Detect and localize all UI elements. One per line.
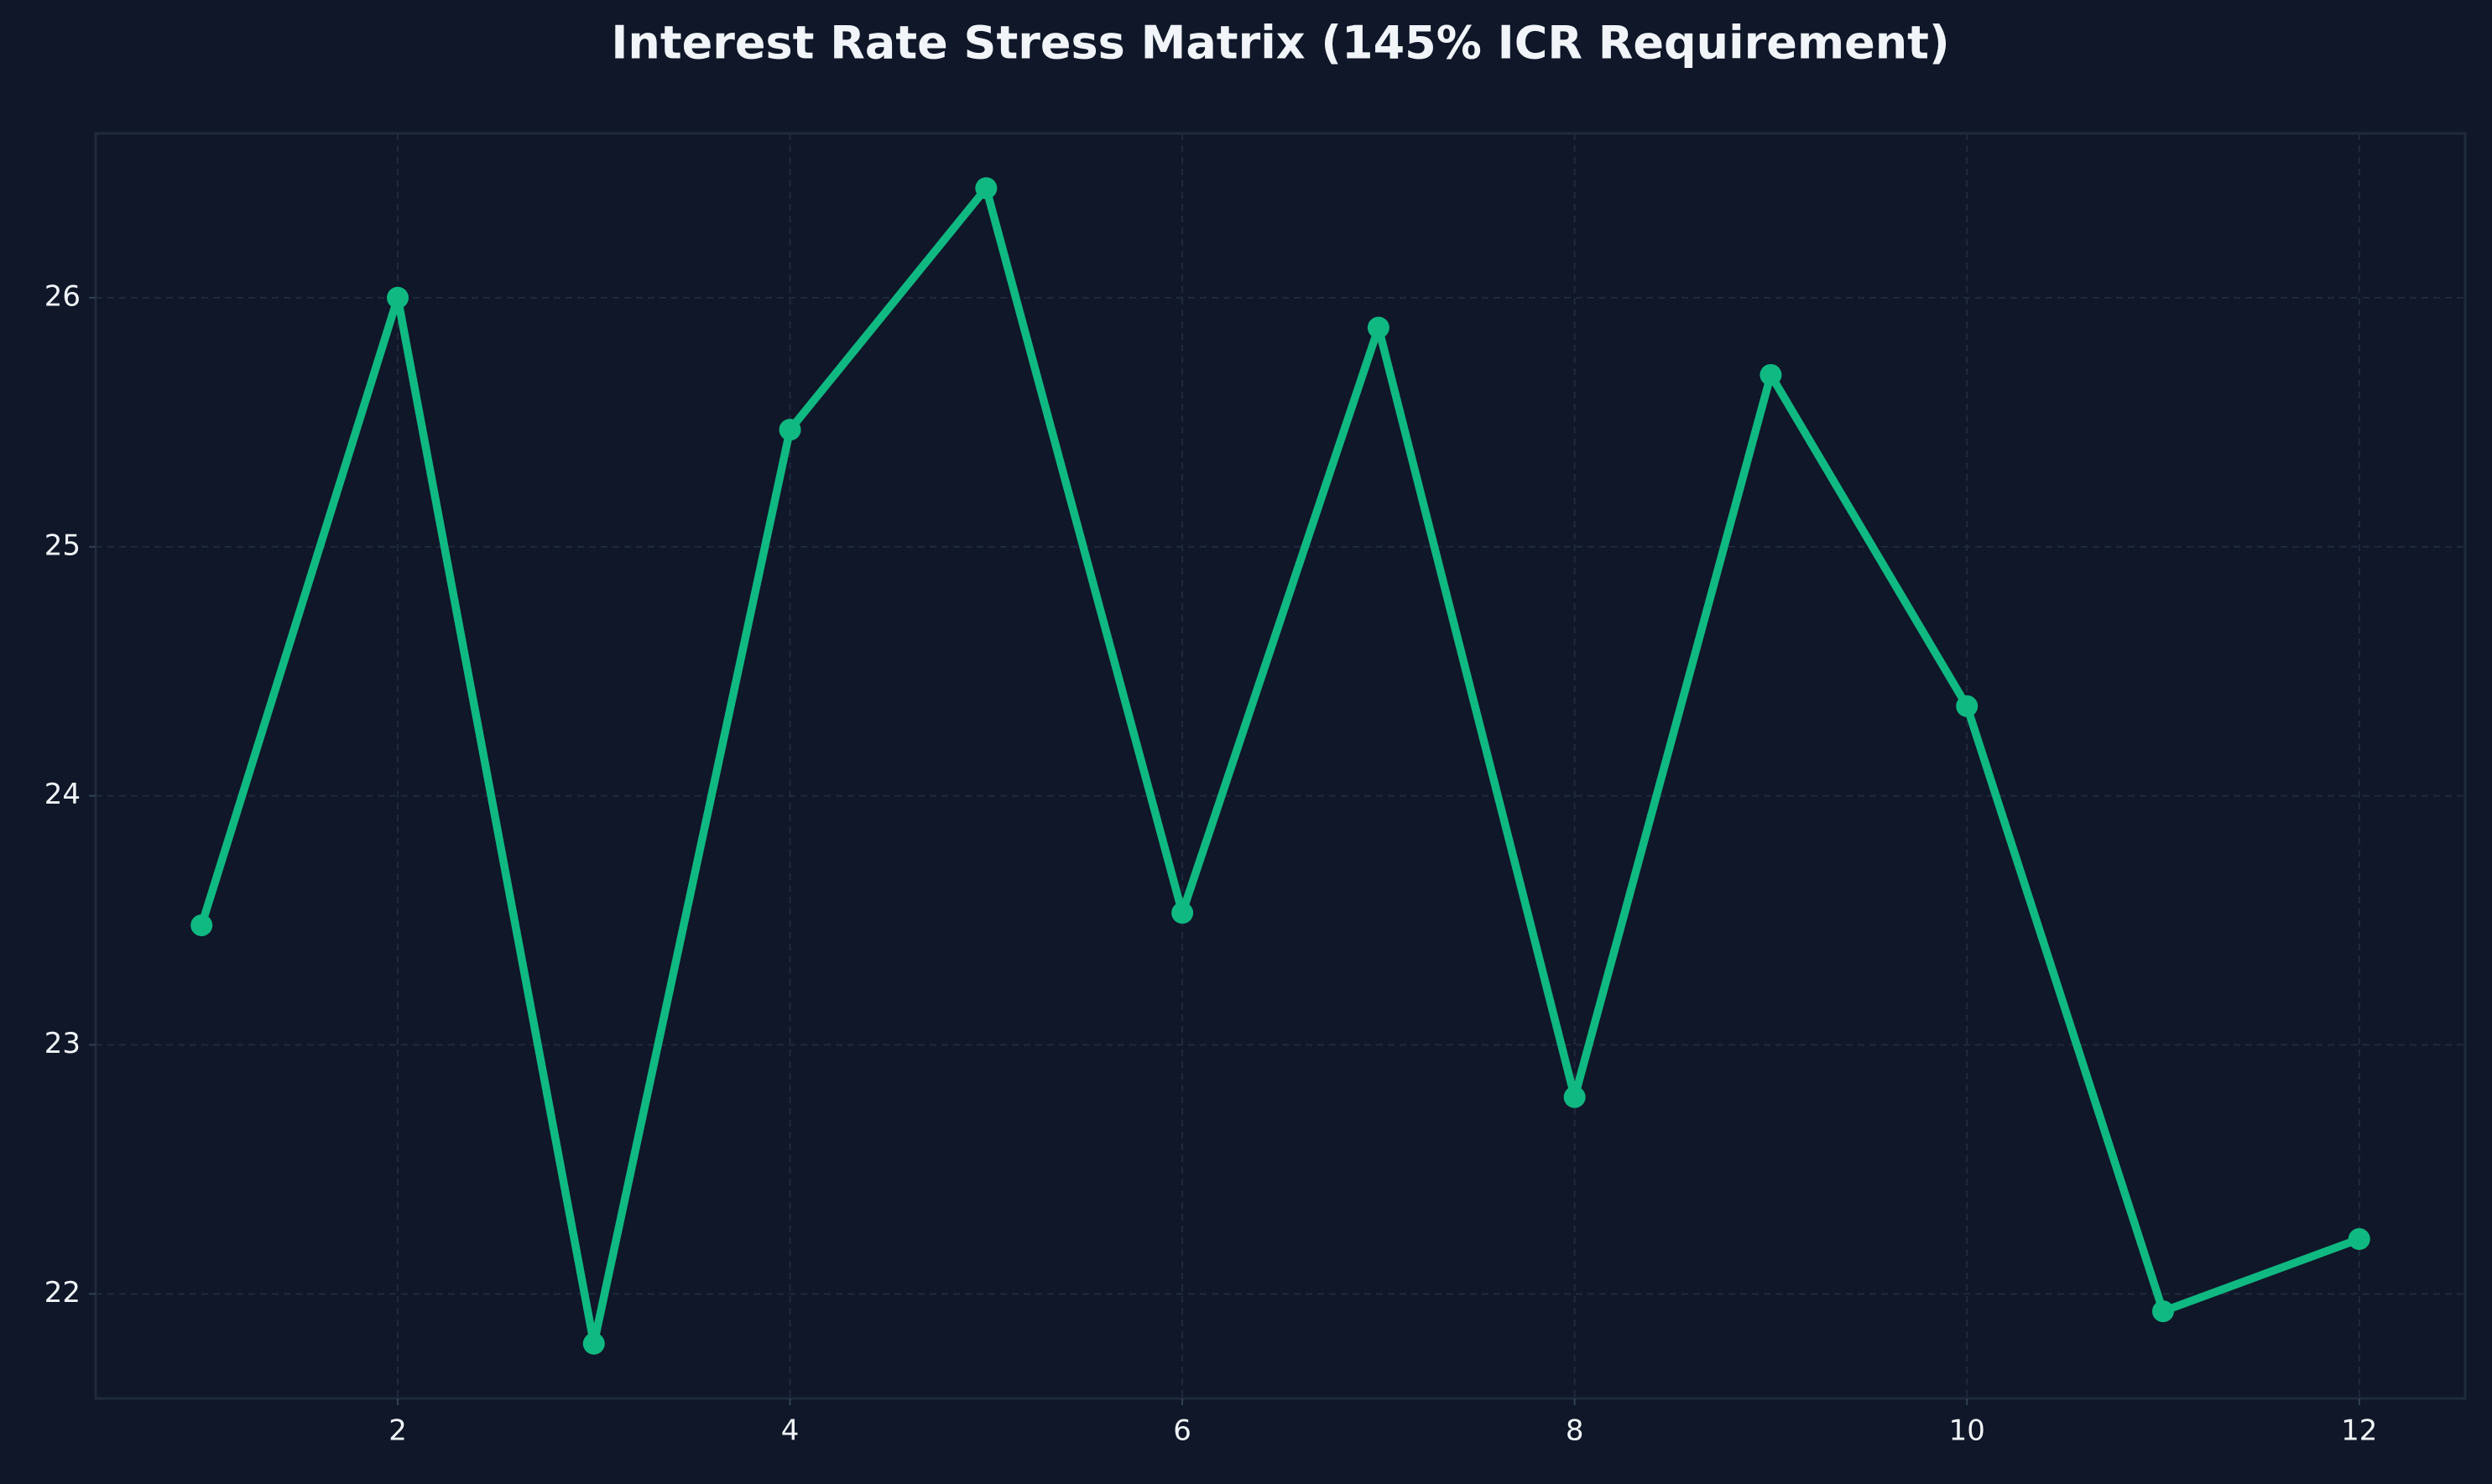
x-tick-label: 8 xyxy=(1566,1414,1584,1448)
marker xyxy=(387,286,409,309)
x-tick-label: 12 xyxy=(2341,1414,2377,1448)
marker xyxy=(1760,363,1782,386)
x-tick-label: 10 xyxy=(1949,1414,1985,1448)
y-tick-label: 25 xyxy=(44,529,81,562)
marker xyxy=(1563,1086,1586,1108)
chart-title: Interest Rate Stress Matrix (145% ICR Re… xyxy=(611,17,1949,70)
x-tick-label: 4 xyxy=(781,1414,800,1448)
marker xyxy=(1956,695,1978,717)
marker xyxy=(190,914,213,936)
marker xyxy=(779,419,801,441)
y-tick-label: 22 xyxy=(44,1276,81,1310)
marker xyxy=(975,177,998,200)
y-tick-label: 24 xyxy=(44,778,81,811)
plot-area xyxy=(94,132,2467,1400)
line xyxy=(197,184,2361,1348)
marker xyxy=(1171,902,1194,924)
marker xyxy=(2151,1300,2174,1323)
y-tick-label: 26 xyxy=(44,279,81,313)
x-tick-label: 2 xyxy=(388,1414,407,1448)
marker xyxy=(582,1332,605,1355)
marker xyxy=(1367,316,1389,339)
marker xyxy=(2348,1228,2370,1251)
x-tick-label: 6 xyxy=(1173,1414,1191,1448)
y-tick-label: 23 xyxy=(44,1027,81,1060)
